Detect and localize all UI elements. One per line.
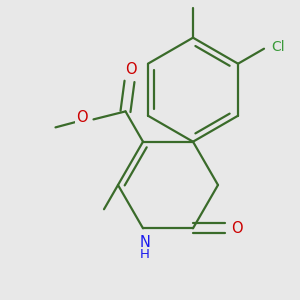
Text: Cl: Cl xyxy=(186,0,200,3)
Text: O: O xyxy=(125,62,136,77)
Text: H: H xyxy=(140,248,150,261)
Text: N: N xyxy=(140,235,150,250)
Text: O: O xyxy=(76,110,87,125)
Text: Cl: Cl xyxy=(271,40,285,54)
Text: O: O xyxy=(231,221,243,236)
